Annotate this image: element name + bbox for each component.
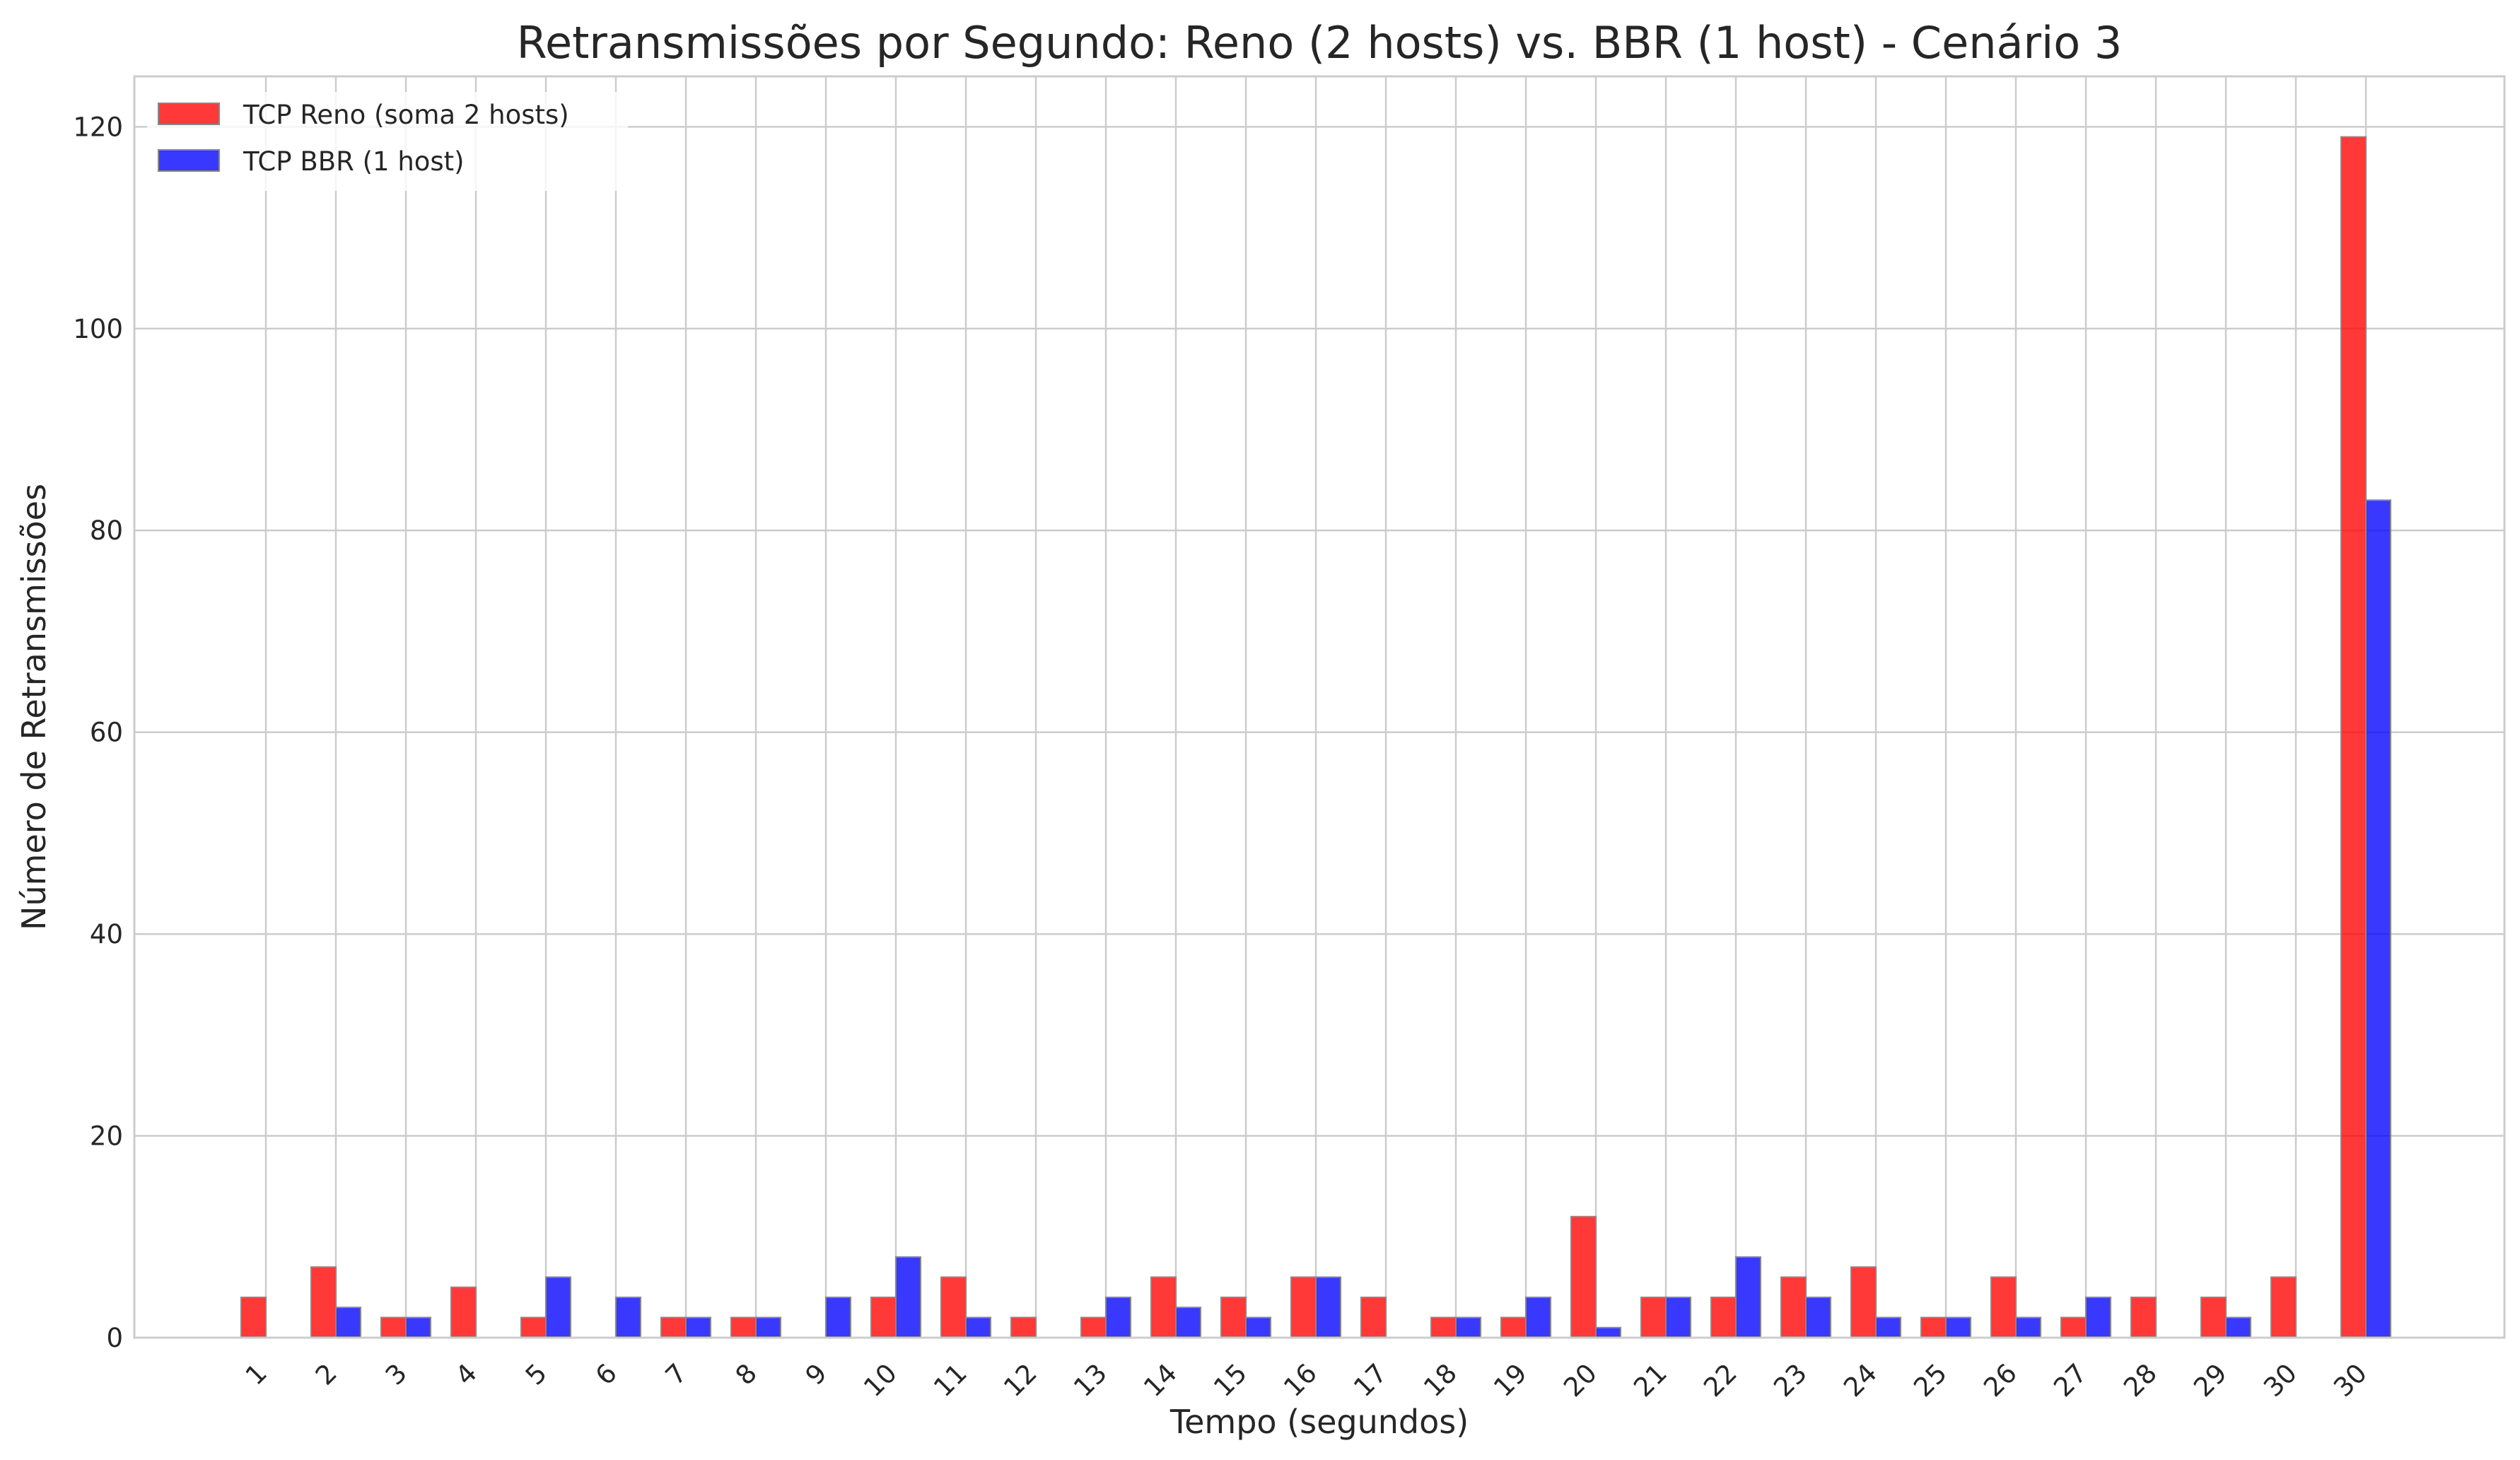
bbr-bar <box>965 1316 991 1339</box>
bbr-bar <box>755 1316 781 1339</box>
reno-bar <box>1080 1316 1107 1339</box>
reno-bar <box>2060 1316 2087 1339</box>
legend: TCP Reno (soma 2 hosts) TCP BBR (1 host) <box>147 92 628 191</box>
reno-bar <box>1710 1296 1737 1338</box>
reno-bar <box>730 1316 757 1339</box>
y-tick-label: 20 <box>90 1121 123 1152</box>
bbr-bar <box>2365 499 2391 1339</box>
bbr-bar <box>1315 1276 1341 1339</box>
reno-bar <box>2200 1296 2227 1338</box>
reno-bar <box>520 1316 547 1339</box>
y-axis-label: Número de Retransmissões <box>15 484 53 930</box>
reno-bar <box>1640 1296 1667 1338</box>
y-tick-label: 100 <box>73 314 123 344</box>
legend-box <box>147 92 628 191</box>
legend-label-reno: TCP Reno (soma 2 hosts) <box>243 100 569 130</box>
reno-bar <box>1360 1296 1387 1338</box>
reno-bar <box>1990 1276 2017 1339</box>
reno-bar <box>1290 1276 1317 1339</box>
y-tick-label: 80 <box>90 515 123 546</box>
reno-bar <box>1150 1276 1177 1339</box>
reno-bar <box>1500 1316 1527 1339</box>
reno-bar <box>1780 1276 1807 1339</box>
legend-label-bbr: TCP BBR (1 host) <box>243 146 465 177</box>
bbr-bar <box>825 1296 851 1338</box>
reno-bar <box>1920 1316 1947 1339</box>
reno-bar <box>1220 1296 1247 1338</box>
reno-bar <box>940 1276 967 1339</box>
legend-swatch-reno <box>158 103 220 125</box>
reno-bar <box>1010 1316 1037 1339</box>
reno-bar <box>1850 1266 1877 1338</box>
legend-item-bbr: TCP BBR (1 host) <box>158 146 465 177</box>
reno-bar <box>1570 1215 1597 1338</box>
bbr-bar <box>1595 1326 1621 1339</box>
bbr-bar <box>1665 1296 1691 1338</box>
reno-bar <box>380 1316 407 1339</box>
bbr-bar <box>1455 1316 1481 1339</box>
reno-bar <box>870 1296 897 1338</box>
y-axis-ticks: 0 20 40 60 80 100 120 <box>73 112 123 1353</box>
bbr-bar <box>1875 1316 1901 1339</box>
reno-bar <box>310 1266 337 1338</box>
bbr-bar <box>1805 1296 1831 1338</box>
bbr-bar <box>2085 1296 2111 1338</box>
bbr-bar <box>2015 1316 2041 1339</box>
y-tick-label: 120 <box>73 112 123 142</box>
reno-bar <box>660 1316 687 1339</box>
bbr-bar <box>1175 1307 1201 1338</box>
reno-bar <box>1430 1316 1457 1339</box>
reno-bar <box>450 1286 477 1339</box>
bbr-bar <box>1525 1296 1551 1338</box>
reno-bar <box>240 1296 267 1338</box>
bbr-bar <box>335 1307 361 1338</box>
y-tick-label: 40 <box>90 919 123 950</box>
bbr-bar <box>1105 1296 1131 1338</box>
bbr-bar <box>545 1276 571 1339</box>
legend-item-reno: TCP Reno (soma 2 hosts) <box>158 100 569 130</box>
reno-bar <box>2340 136 2367 1339</box>
bbr-bar <box>2225 1316 2251 1339</box>
bbr-bar <box>1735 1256 1761 1338</box>
legend-swatch-bbr <box>158 149 220 172</box>
bbr-bar <box>1945 1316 1971 1339</box>
x-axis-label: Tempo (segundos) <box>1169 1403 1469 1441</box>
reno-bar <box>2130 1296 2157 1338</box>
plot-frame <box>133 75 2506 1339</box>
bbr-bar <box>615 1296 641 1338</box>
y-tick-label: 60 <box>90 718 123 748</box>
chart-title: Retransmissões por Segundo: Reno (2 host… <box>517 17 2123 69</box>
bbr-bar <box>685 1316 711 1339</box>
reno-bar <box>2270 1276 2297 1339</box>
bbr-bar <box>405 1316 431 1339</box>
y-tick-label: 0 <box>106 1323 123 1353</box>
bbr-bar <box>895 1256 921 1338</box>
bbr-bar <box>1245 1316 1271 1339</box>
